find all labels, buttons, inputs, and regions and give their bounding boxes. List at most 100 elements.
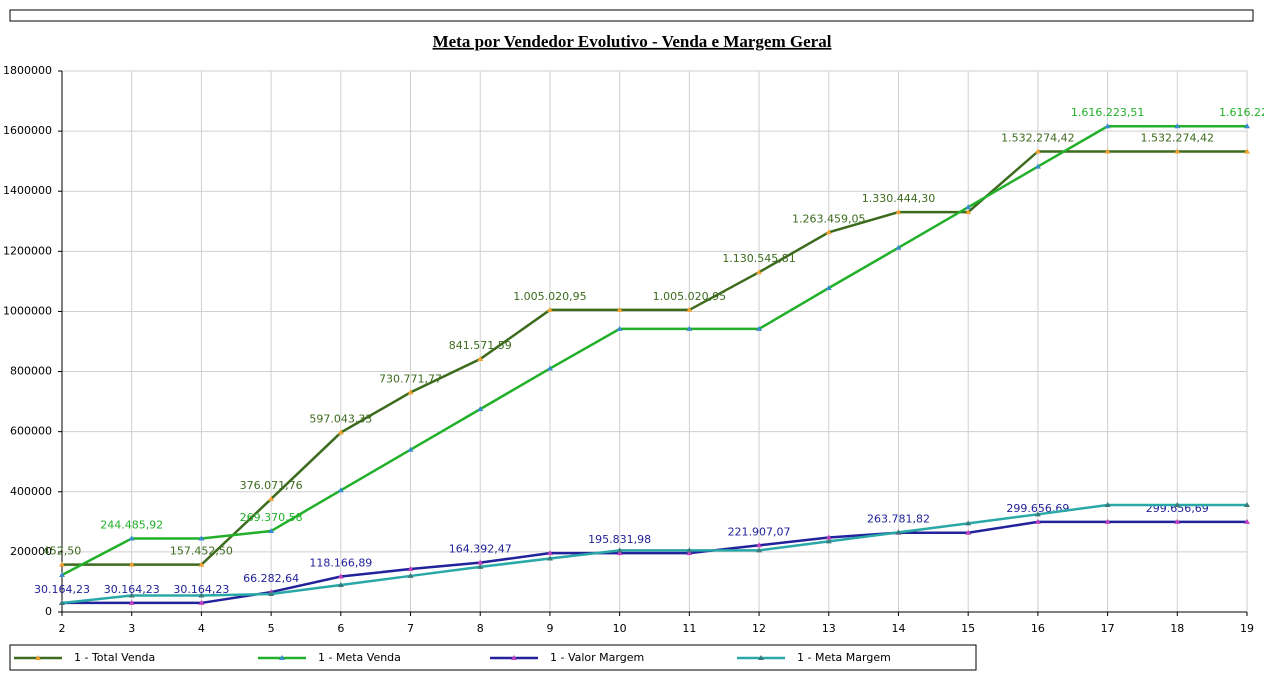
marker xyxy=(1244,148,1250,154)
value-label: 1.005.020,95 xyxy=(513,290,586,303)
x-tick-label: 7 xyxy=(407,622,414,635)
marker xyxy=(407,566,414,572)
marker xyxy=(756,542,763,548)
marker xyxy=(407,572,414,578)
marker xyxy=(1034,163,1041,169)
marker xyxy=(1104,148,1111,154)
value-label: 597.043,33 xyxy=(309,413,372,426)
marker xyxy=(756,325,763,331)
value-label: 1.330.444,30 xyxy=(862,192,935,205)
marker xyxy=(825,534,832,540)
marker xyxy=(825,285,832,291)
y-tick-label: 1000000 xyxy=(3,304,52,317)
marker xyxy=(198,535,205,541)
marker xyxy=(546,550,553,556)
x-tick-label: 17 xyxy=(1101,622,1115,635)
legend-label: 1 - Meta Margem xyxy=(797,651,891,664)
marker xyxy=(1104,502,1111,508)
value-label: 263.781,82 xyxy=(867,513,930,526)
value-label: 1.263.459,05 xyxy=(792,212,865,225)
marker xyxy=(268,590,275,596)
marker xyxy=(965,209,972,215)
marker xyxy=(1244,123,1250,129)
marker xyxy=(686,306,693,312)
marker xyxy=(128,599,135,605)
marker xyxy=(965,529,972,535)
marker xyxy=(268,528,275,534)
marker xyxy=(337,429,344,435)
marker xyxy=(1174,502,1181,508)
legend-label: 1 - Meta Venda xyxy=(318,651,401,664)
marker xyxy=(756,269,763,275)
x-tick-label: 16 xyxy=(1031,622,1045,635)
x-tick-label: 14 xyxy=(891,622,905,635)
marker xyxy=(128,592,135,598)
value-label: 452,50 xyxy=(43,545,82,558)
marker xyxy=(616,325,623,331)
marker xyxy=(1034,518,1041,524)
value-label: 1.532.274,42 xyxy=(1001,131,1074,144)
marker xyxy=(1174,123,1181,129)
y-tick-label: 0 xyxy=(45,605,52,618)
x-tick-label: 11 xyxy=(682,622,696,635)
header-box xyxy=(9,9,1254,22)
x-tick-label: 9 xyxy=(546,622,553,635)
value-label: 221.907,07 xyxy=(728,525,791,538)
value-label: 30.164,23 xyxy=(34,583,90,596)
value-label: 269.370,58 xyxy=(240,511,303,524)
marker xyxy=(546,365,553,371)
x-tick-label: 19 xyxy=(1240,622,1254,635)
marker xyxy=(756,547,763,553)
legend-marker xyxy=(279,655,285,660)
y-tick-label: 1600000 xyxy=(3,124,52,137)
y-tick-label: 600000 xyxy=(10,425,52,438)
marker xyxy=(268,495,275,501)
marker xyxy=(128,561,135,567)
value-label: 1.616.223,51 xyxy=(1071,106,1144,119)
marker xyxy=(546,555,553,561)
legend-label: 1 - Total Venda xyxy=(74,651,155,664)
marker xyxy=(686,550,693,556)
value-label: 1.616.223 xyxy=(1219,106,1264,119)
marker xyxy=(59,572,65,578)
value-label: 164.392,47 xyxy=(449,543,512,556)
marker xyxy=(477,559,484,565)
marker xyxy=(1174,518,1181,524)
marker xyxy=(1034,511,1041,517)
y-tick-label: 1800000 xyxy=(3,64,52,77)
marker xyxy=(477,563,484,569)
marker xyxy=(965,520,972,526)
y-tick-label: 400000 xyxy=(10,485,52,498)
series-line xyxy=(61,124,1247,577)
marker xyxy=(198,599,205,605)
value-label: 841.571,59 xyxy=(449,339,512,352)
marker xyxy=(1174,148,1181,154)
x-tick-label: 8 xyxy=(477,622,484,635)
value-label: 157.452,50 xyxy=(170,545,233,558)
marker xyxy=(546,306,553,312)
x-tick-label: 13 xyxy=(822,622,836,635)
value-label: 195.831,98 xyxy=(588,533,651,546)
x-tick-label: 10 xyxy=(613,622,627,635)
y-tick-label: 1400000 xyxy=(3,184,52,197)
marker xyxy=(337,581,344,587)
y-tick-label: 1200000 xyxy=(3,244,52,257)
x-tick-label: 18 xyxy=(1170,622,1184,635)
marker xyxy=(477,406,484,412)
marker xyxy=(686,325,693,331)
value-label: 1.130.545,81 xyxy=(722,252,795,265)
marker xyxy=(895,244,902,250)
marker xyxy=(895,529,902,535)
marker xyxy=(407,446,414,452)
marker xyxy=(1104,123,1111,129)
marker xyxy=(337,573,344,579)
marker xyxy=(59,561,65,567)
marker xyxy=(965,204,972,210)
value-label: 1.532.274,42 xyxy=(1141,131,1214,144)
x-tick-label: 3 xyxy=(128,622,135,635)
legend-box xyxy=(9,644,977,671)
value-label: 66.282,64 xyxy=(243,572,299,585)
value-label: 30.164,23 xyxy=(173,583,229,596)
marker xyxy=(616,306,623,312)
